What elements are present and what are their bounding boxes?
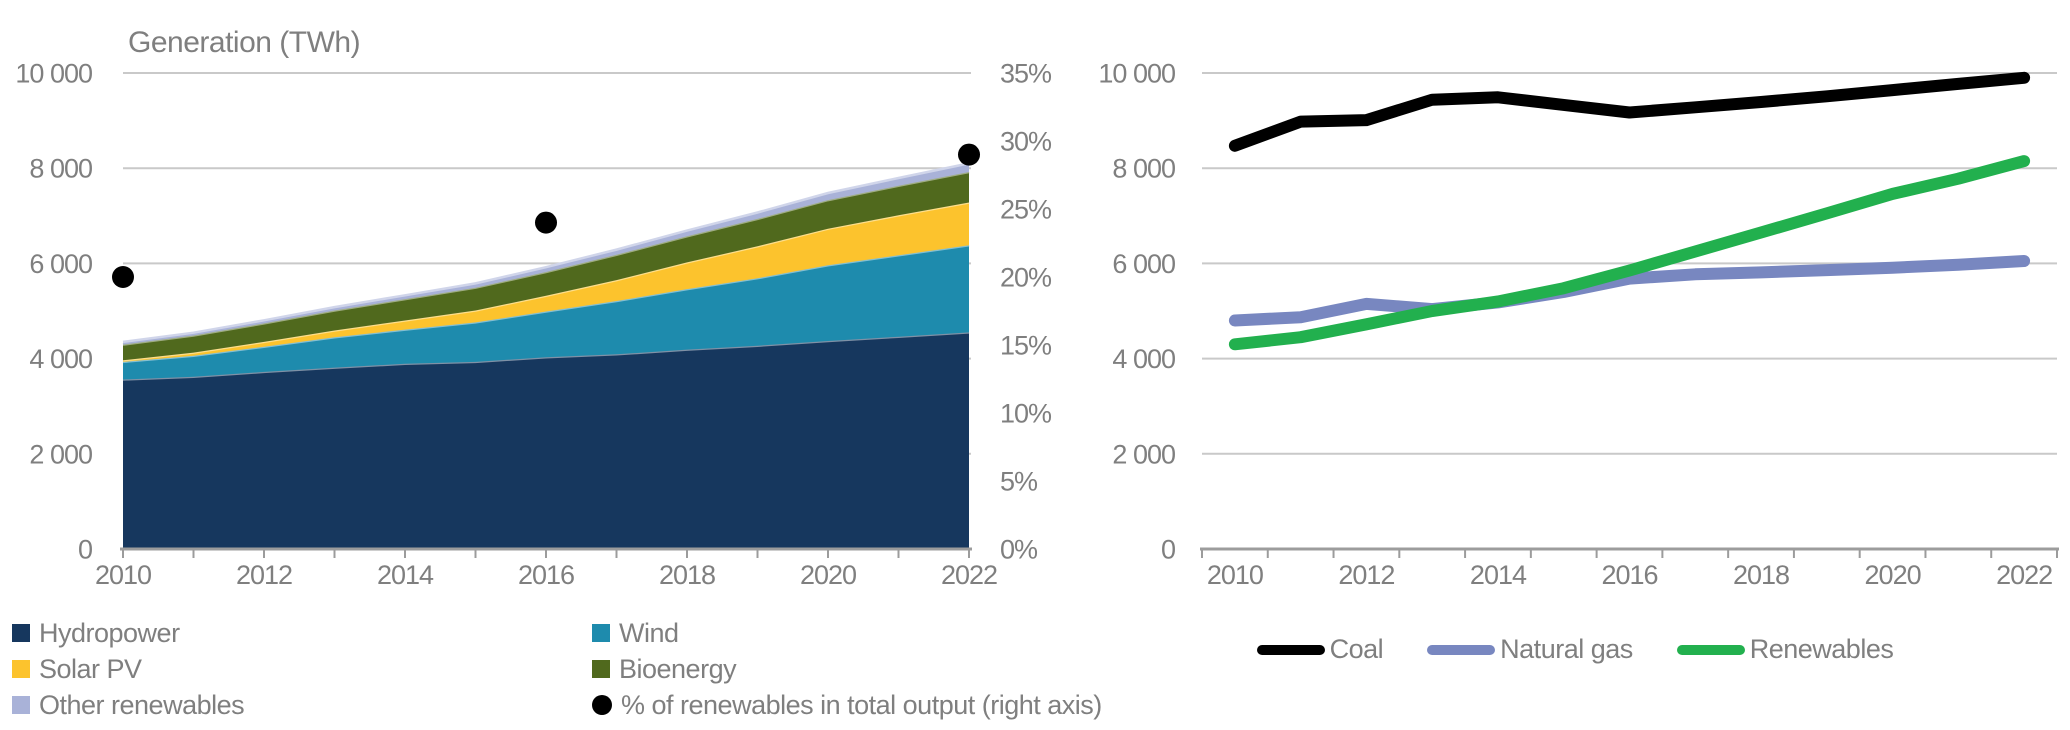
legend-label-natural-gas: Natural gas xyxy=(1500,634,1633,664)
legend-item-renewables: Renewables xyxy=(1676,634,1894,665)
right-axis-label: 35% xyxy=(1000,58,1052,88)
wind-swatch-icon xyxy=(592,624,610,642)
natural-gas-line-swatch-icon xyxy=(1427,644,1496,655)
coal-line xyxy=(1228,71,2031,152)
x-axis-label: 2010 xyxy=(1207,560,1263,590)
solar-pv-swatch-icon xyxy=(12,660,30,678)
percent-of-renewables-dots xyxy=(112,143,980,288)
area-hydropower xyxy=(123,332,969,549)
x-axis-label: 2022 xyxy=(1996,560,2052,590)
right-axis-label: 30% xyxy=(1000,126,1052,156)
x-axis-label: 2020 xyxy=(1865,560,1921,590)
x-axis-label: 2016 xyxy=(1601,560,1657,590)
legend-item-bioenergy: Bioenergy xyxy=(592,651,1102,687)
y-axis-label: 10 000 xyxy=(15,58,92,88)
x-axis-label: 2014 xyxy=(377,560,434,590)
y-axis-label: 4 000 xyxy=(29,344,92,374)
bioenergy-swatch-icon xyxy=(592,660,610,678)
area-top-edge-other-renewables xyxy=(122,162,970,344)
x-axis-label: 2018 xyxy=(1733,560,1789,590)
legend-label-coal: Coal xyxy=(1329,634,1384,664)
right-axis-label: 10% xyxy=(1000,398,1052,428)
x-axis-label: 2022 xyxy=(941,560,997,590)
legend-label-other-renewables: Other renewables xyxy=(39,689,245,720)
legend-item-percent-renewables: % of renewables in total output (right a… xyxy=(592,687,1102,723)
x-axis xyxy=(1200,547,2059,558)
right-chart-legend: Coal Natural gas Renewables xyxy=(1080,634,2070,665)
stacked-areas xyxy=(122,162,970,549)
x-axis-label: 2010 xyxy=(95,560,151,590)
generation-by-source-line-chart: 0 2 000 4 000 6 000 8 000 10 000 2010 2012 2014 2… xyxy=(1098,58,2059,590)
y-axis-label: 2 000 xyxy=(29,439,92,469)
y-axis-label: 2 000 xyxy=(1112,439,1175,469)
renewables-generation-stacked-area-chart: 0 2 000 4 000 6 000 8 000 10 000 0% 5% 10% 15% 20%… xyxy=(15,58,1053,590)
x-axis-label: 2012 xyxy=(236,560,292,590)
y-axis-label: 10 000 xyxy=(1098,58,1175,88)
y-axis-label: 8 000 xyxy=(29,154,92,184)
right-axis-label: 0% xyxy=(1000,534,1038,564)
percent-dot-icon xyxy=(592,695,612,715)
legend-label-percent-renewables: % of renewables in total output (right a… xyxy=(621,689,1102,720)
line-series xyxy=(1228,71,2031,351)
legend-item-wind: Wind xyxy=(592,615,1102,651)
legend-item-coal: Coal xyxy=(1256,634,1384,665)
renewables-line xyxy=(1228,155,2031,351)
coal-line-swatch-icon xyxy=(1256,644,1325,655)
x-axis xyxy=(120,547,972,558)
y-axis-label: 6 000 xyxy=(29,249,92,279)
right-axis-label: 5% xyxy=(1000,466,1038,496)
right-axis-label: 25% xyxy=(1000,194,1052,224)
left-chart-title: Generation (TWh) xyxy=(128,26,361,59)
y-axis-label: 4 000 xyxy=(1112,344,1175,374)
other-renewables-swatch-icon xyxy=(12,696,30,714)
legend-item-natural-gas: Natural gas xyxy=(1427,634,1633,665)
natural-gas-line xyxy=(1228,255,2031,327)
hydropower-swatch-icon xyxy=(12,624,30,642)
legend-label-wind: Wind xyxy=(619,617,679,648)
y-axis-label: 8 000 xyxy=(1112,154,1175,184)
legend-label-bioenergy: Bioenergy xyxy=(619,653,737,684)
axis-labels: 0 2 000 4 000 6 000 8 000 10 000 2010 2012 2014 2… xyxy=(1098,58,2053,590)
legend-item-solar-pv: Solar PV xyxy=(12,651,592,687)
right-axis-label: 20% xyxy=(1000,262,1052,292)
x-axis-label: 2018 xyxy=(659,560,715,590)
percent-dot xyxy=(958,143,980,166)
legend-label-renewables: Renewables xyxy=(1749,634,1894,664)
percent-dot xyxy=(535,211,557,234)
legend-item-hydropower: Hydropower xyxy=(12,615,592,651)
x-axis-label: 2014 xyxy=(1470,560,1527,590)
left-chart-legend: Hydropower Solar PV Other renewables Win… xyxy=(12,615,1102,723)
legend-label-hydropower: Hydropower xyxy=(39,617,180,648)
y-axis-label: 0 xyxy=(1161,534,1175,564)
renewables-line-swatch-icon xyxy=(1676,644,1745,655)
y-axis-label: 6 000 xyxy=(1112,249,1175,279)
axis-labels: 0 2 000 4 000 6 000 8 000 10 000 0% 5% 10% 15% 20%… xyxy=(15,58,1053,590)
x-axis-label: 2020 xyxy=(800,560,856,590)
x-axis-label: 2016 xyxy=(518,560,574,590)
percent-dot xyxy=(112,266,134,288)
x-axis-label: 2012 xyxy=(1338,560,1394,590)
legend-item-other-renewables: Other renewables xyxy=(12,687,592,723)
y-axis-label: 0 xyxy=(78,534,92,564)
right-axis-label: 15% xyxy=(1000,330,1052,360)
legend-label-solar-pv: Solar PV xyxy=(39,653,142,684)
